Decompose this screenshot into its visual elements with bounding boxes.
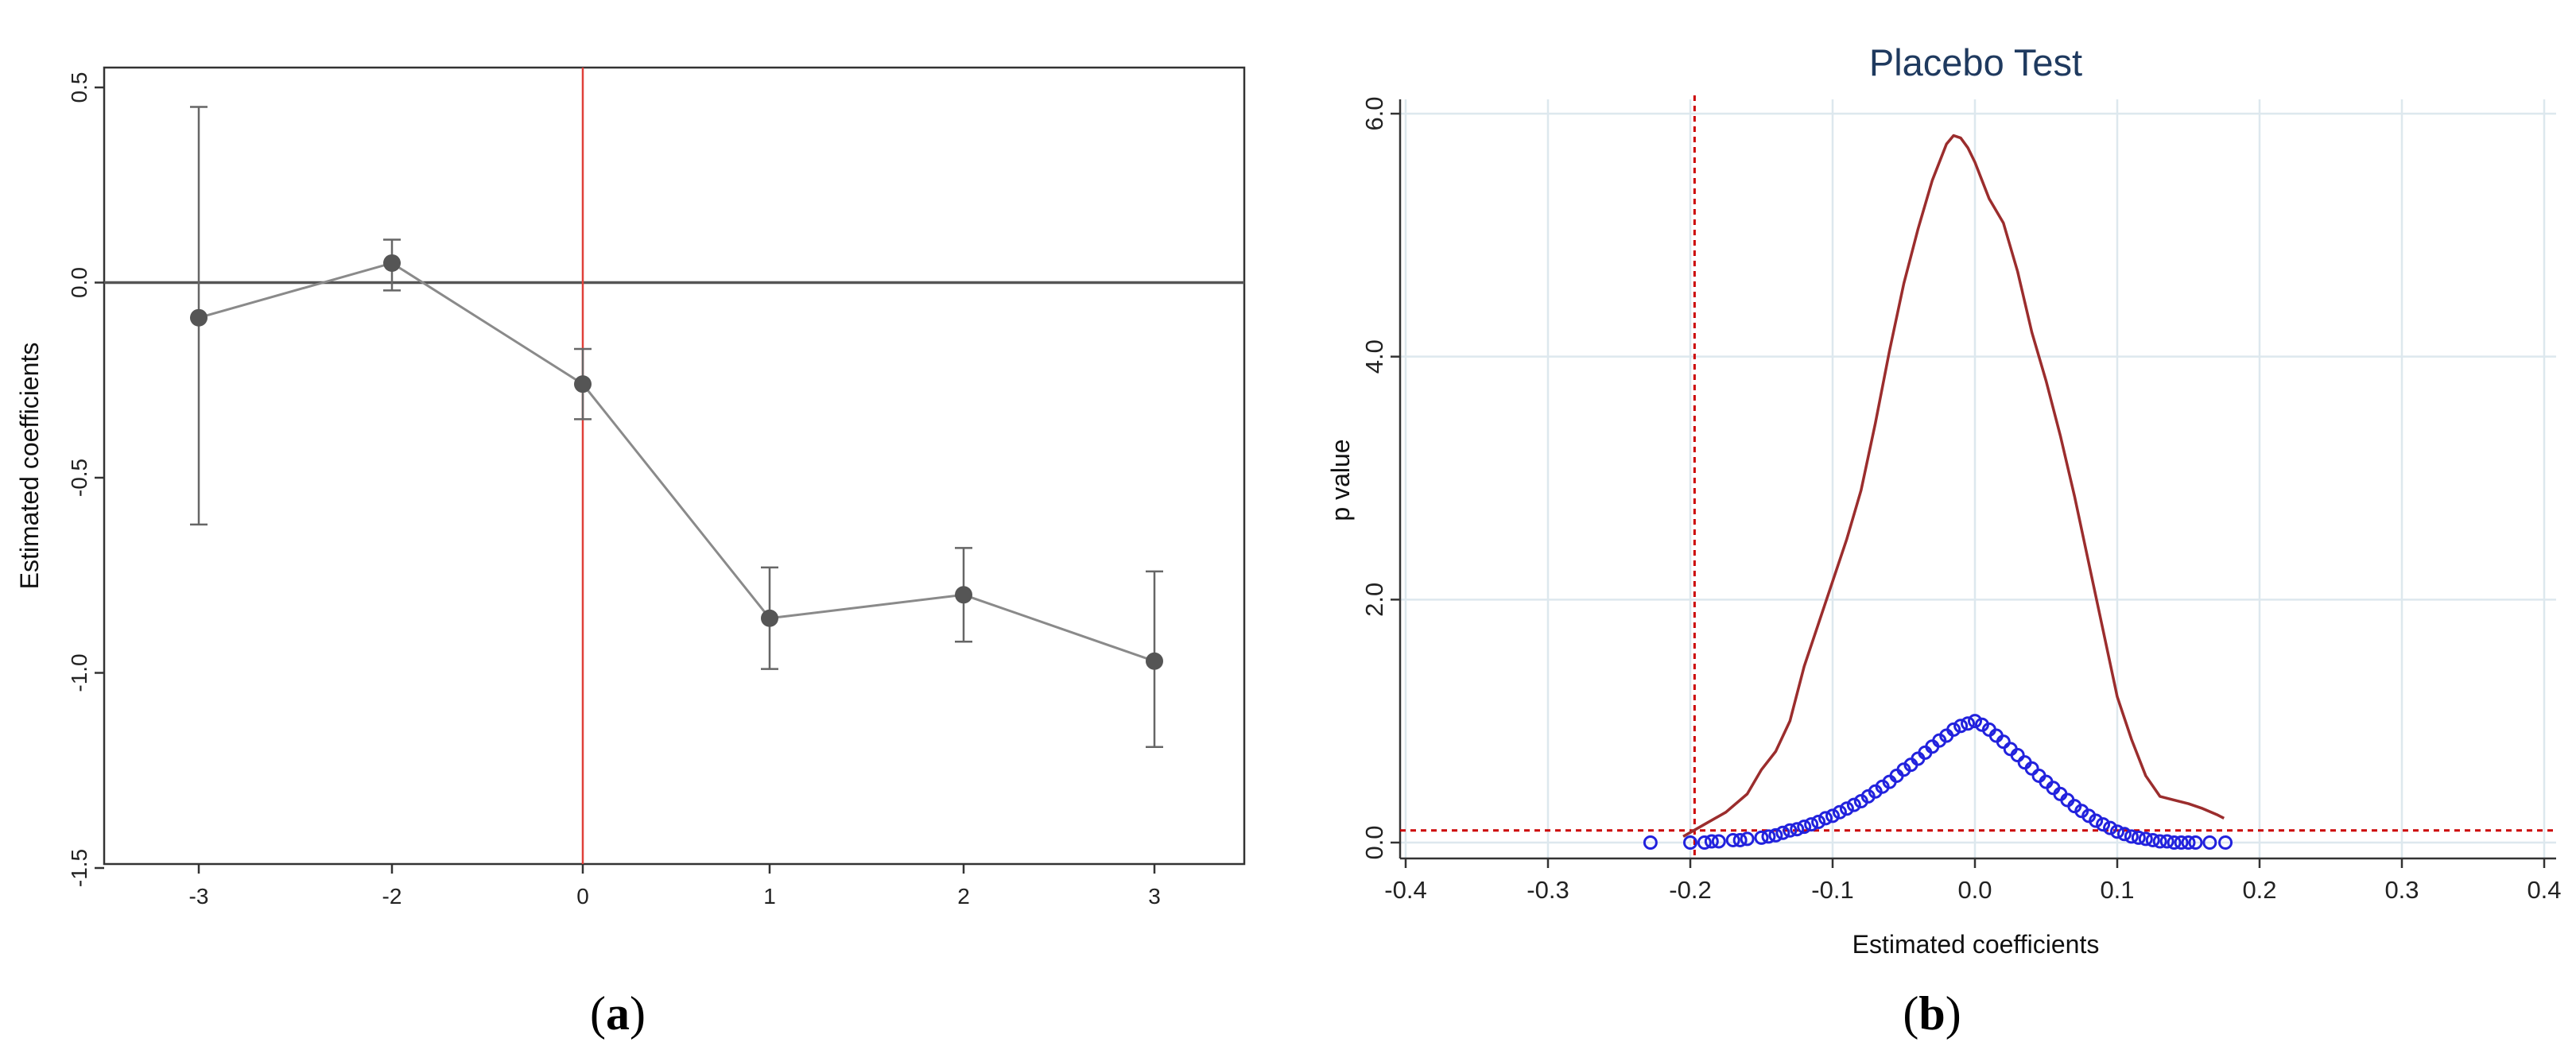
panel-b-p-value-point — [1775, 825, 1790, 840]
panel-b-p-value-point — [2096, 817, 2111, 832]
panel-b-p-value-point — [1804, 817, 1819, 832]
panel-b-p-value-point — [1683, 835, 1697, 850]
panel-b-letter: b — [1918, 987, 1945, 1040]
panel-b-p-value-point — [1953, 719, 1969, 734]
panel-b-p-value-point — [1811, 815, 1826, 830]
panel-b-p-value-point — [2174, 835, 2189, 850]
panel-b-p-value-point — [1790, 822, 1805, 837]
panel-b-p-value-point — [1832, 804, 1847, 820]
panel-b-p-value-point — [1846, 797, 1861, 812]
panel-a-x-tick-label: -2 — [382, 884, 402, 909]
panel-a-point — [190, 308, 208, 327]
panel-b-p-value-point — [1697, 835, 1712, 850]
panel-b-p-value-point — [2024, 761, 2039, 776]
panel-b-p-value-point — [1946, 722, 1961, 737]
panel-b-p-value-point — [2124, 829, 2139, 844]
panel-b-p-value-point — [1732, 832, 1748, 847]
panel-a-point — [761, 609, 778, 627]
panel-b-p-value-point — [1704, 834, 1719, 849]
panel-b-p-value-point — [1968, 714, 1982, 729]
panel-b-p-value-point — [2110, 824, 2124, 839]
panel-a-point — [1146, 652, 1163, 670]
panel-a-y-axis-title: Estimated coefficients — [15, 343, 44, 590]
panel-b-p-value-point — [2010, 747, 2025, 762]
panel-b-p-value-point — [2218, 835, 2233, 850]
panel-a-y-tick-label: 0.0 — [67, 267, 91, 298]
panel-a-point — [574, 375, 592, 393]
panel-a-letter: a — [606, 987, 630, 1040]
panel-a-series-line — [198, 262, 1155, 663]
panel-b-x-tick-label: -0.3 — [1527, 876, 1569, 904]
panel-b-p-value-point — [2116, 827, 2132, 842]
panel-b-x-tick-label: -0.4 — [1384, 876, 1426, 904]
panel-b-p-value-point — [1839, 801, 1854, 816]
panel-b-p-value-point — [1711, 834, 1726, 849]
panel-b-p-value-point — [1996, 734, 2011, 750]
panel-a-point — [383, 254, 401, 272]
panel-b-p-value-point — [2152, 834, 2167, 849]
panel-b-p-value-point — [1740, 831, 1755, 847]
panel-b-p-value-point — [2167, 835, 2182, 850]
panel-b-p-value-point — [2202, 835, 2217, 850]
panel-a-x-tick-label: 2 — [957, 884, 970, 909]
panel-b-p-value-point — [1961, 716, 1976, 731]
panel-b-p-value-point — [1643, 835, 1658, 850]
panel-b-p-value-point — [2159, 834, 2174, 849]
panel-b: Placebo Test 0.02.04.06.0 -0.4 -0.3 -0.2 -0… — [1326, 41, 2562, 1040]
panel-a-y-tick-label: 0.5 — [67, 72, 91, 103]
panel-b-p-value-point — [1761, 829, 1776, 844]
panel-b-p-value-point — [1754, 830, 1769, 845]
panel-a-x-tick-label: 0 — [576, 884, 589, 909]
panel-a-label: (a) — [590, 987, 646, 1040]
panel-b-p-value-point — [2181, 835, 2196, 850]
panel-b-x-axis-title: Estimated coefficients — [1852, 930, 2100, 959]
panel-b-p-value-point — [1725, 832, 1740, 847]
panel-b-p-value-point — [1825, 808, 1840, 823]
panel-b-x-tick-label: 0.3 — [2384, 876, 2419, 904]
panel-b-title: Placebo Test — [1869, 41, 2082, 83]
panel-b-x-tick-label: -0.1 — [1811, 876, 1853, 904]
panel-b-y-axis-title: p value — [1326, 439, 1355, 521]
panel-a-y-tick-label: -0.5 — [67, 459, 91, 497]
panel-b-x-tick-label: 0.0 — [1957, 876, 1992, 904]
panel-b-y-tick-label: 4.0 — [1360, 339, 1388, 374]
panel-b-p-value-point — [2145, 832, 2160, 847]
panel-a: 0.5 0.0 -0.5 -1.0 -1.5 -3 -2 0 1 2 3 Estimated co… — [15, 66, 1246, 1040]
panel-b-p-value-point — [1818, 811, 1833, 826]
panel-a-y-tick-labels: 0.5 0.0 -0.5 -1.0 -1.5 — [67, 72, 104, 887]
panel-a-x-tick-label: -3 — [189, 884, 209, 909]
panel-b-p-value-point — [2138, 831, 2153, 847]
panel-b-x-tick-label: -0.2 — [1669, 876, 1711, 904]
panel-b-p-value-point — [2089, 813, 2104, 828]
panel-b-y-tick-label: 0.0 — [1360, 825, 1388, 859]
panel-b-x-tick-labels: -0.4 -0.3 -0.2 -0.1 0.0 0.1 0.2 0.3 0.4 — [1384, 858, 2562, 904]
panel-a-marks — [104, 68, 1244, 864]
panel-a-x-tick-label: 3 — [1148, 884, 1161, 909]
panel-b-p-value-point — [1768, 827, 1783, 843]
panel-b-x-tick-label: 0.4 — [2527, 876, 2561, 904]
panel-b-y-tick-label: 2.0 — [1360, 583, 1388, 617]
panel-a-plot-frame — [103, 66, 1246, 866]
panel-a-x-tick-label: 1 — [763, 884, 776, 909]
panel-b-p-value-point — [1797, 820, 1812, 835]
panel-b-marks — [1400, 95, 2556, 858]
panel-b-grid — [1400, 99, 2556, 858]
panel-b-p-value-point — [2131, 830, 2146, 845]
panel-a-point — [955, 586, 972, 604]
panel-b-x-tick-label: 0.1 — [2100, 876, 2134, 904]
panel-b-x-tick-label: 0.2 — [2242, 876, 2276, 904]
panel-b-label: (b) — [1903, 987, 1961, 1040]
panel-b-y-tick-label: 6.0 — [1360, 96, 1388, 130]
panel-b-p-value-point — [2103, 820, 2118, 835]
panel-b-density-curve — [1682, 134, 2225, 838]
panel-a-y-tick-label: -1.0 — [67, 653, 91, 692]
panel-b-p-value-point — [2188, 835, 2203, 850]
panel-b-p-value-point — [1783, 823, 1798, 838]
panel-a-x-tick-labels: -3 -2 0 1 2 3 — [189, 864, 1161, 909]
panel-a-y-tick-label: -1.5 — [67, 849, 91, 887]
panel-b-y-tick-labels: 0.0 2.0 4.0 6.0 — [1360, 96, 1400, 860]
